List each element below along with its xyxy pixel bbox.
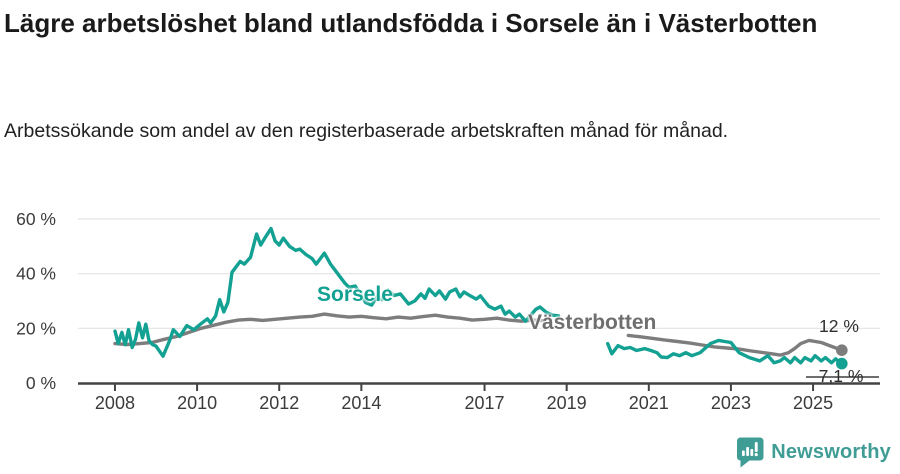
x-tick-label: 2023 — [711, 393, 751, 413]
sorsele-series-line — [113, 226, 561, 358]
vasterbotten-series-line — [113, 312, 552, 347]
newsworthy-logo: Newsworthy — [736, 437, 891, 468]
y-tick-label: 60 % — [16, 209, 56, 229]
newsworthy-logo-icon — [737, 437, 764, 468]
x-tick-label: 2019 — [547, 393, 587, 413]
sorsele-end-dot — [836, 357, 848, 370]
gridlines-layer — [78, 218, 880, 329]
page-subtitle: Arbetssökande som andel av den registerb… — [4, 120, 729, 142]
series-layer — [113, 226, 848, 370]
vasterbotten-end-dot — [836, 344, 848, 357]
brand-name: Newsworthy — [771, 441, 891, 463]
x-tick-label: 2014 — [341, 393, 381, 413]
x-tick-label: 2017 — [465, 393, 505, 413]
sorsele-series-line — [606, 338, 844, 366]
sorsele-series-label: Sorsele — [317, 283, 393, 306]
x-tick-label: 2012 — [259, 393, 299, 413]
vasterbotten-series-label: Västerbotten — [528, 311, 657, 334]
x-tick-label: 2025 — [793, 393, 833, 413]
sorsele-end-value-label: 7,1 % — [818, 366, 864, 386]
page-title: Lägre arbetslöshet bland utlandsfödda i … — [4, 8, 818, 38]
y-tick-label: 0 % — [26, 373, 56, 393]
x-tick-label: 2021 — [629, 393, 669, 413]
x-tick-label: 2010 — [177, 393, 217, 413]
y-tick-label: 20 % — [16, 318, 56, 338]
vasterbotten-end-value-label: 12 % — [819, 316, 859, 336]
y-tick-label: 40 % — [16, 264, 56, 284]
axis-layer: 0 % 20 % 40 % 60 % 2008 2010 2012 2014 2017 2019 2… — [16, 209, 880, 413]
x-tick-label: 2008 — [95, 393, 135, 413]
vasterbotten-series-line — [626, 333, 844, 357]
